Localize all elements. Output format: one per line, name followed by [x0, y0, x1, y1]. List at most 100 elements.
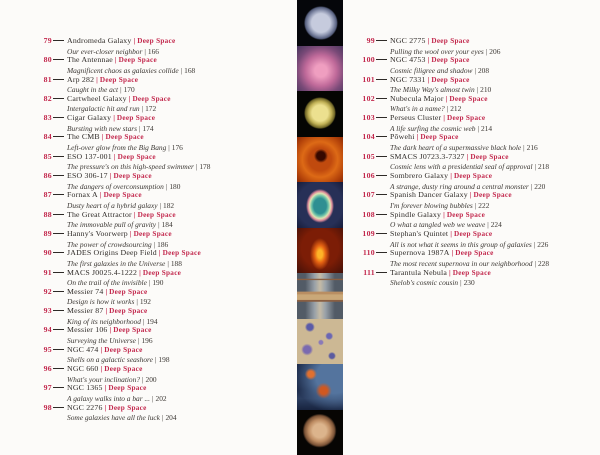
subtitle-page-separator: | — [530, 181, 533, 191]
entry-subtitle: Bursting with new stars — [67, 123, 138, 133]
entry-subtitle: The dark heart of a supermassive black h… — [390, 143, 522, 153]
entry-title: NGC 474 — [67, 344, 99, 354]
toc-entry[interactable]: 84 The CMB | Deep Space Left-over glow from… — [32, 132, 282, 153]
title-tag-separator: | — [451, 248, 454, 258]
entry-page-number: 204 — [165, 413, 177, 423]
title-tag-separator: | — [129, 228, 132, 238]
entry-title-line: 100 NGC 4753 | Deep Space — [351, 55, 591, 66]
leader-line — [376, 40, 387, 41]
leader-line — [53, 232, 64, 234]
toc-entry[interactable]: 93 Messier 87 | Deep Space King of its neig… — [32, 306, 282, 326]
entry-section-tag: Deep Space — [108, 384, 147, 393]
entry-title-line: 85 ESO 137-001 | Deep Space — [32, 152, 282, 163]
entry-title-line: 94 Messier 106 | Deep Space — [32, 325, 282, 336]
toc-entry[interactable]: 102 Nubecula Major | Deep Space What's in a… — [351, 93, 591, 114]
toc-entry[interactable]: 85 ESO 137-001 | Deep Space The pressure's … — [32, 152, 282, 172]
entry-number: 103 — [362, 113, 375, 123]
toc-entry[interactable]: 82 Cartwheel Galaxy | Deep Space Intergalac… — [32, 93, 282, 114]
toc-entry[interactable]: 107 Spanish Dancer Galaxy | Deep Space I'm … — [351, 190, 591, 210]
entry-subtitle-line: The power of crowdsourcing | 186 — [67, 240, 282, 249]
entry-number: 98 — [43, 402, 52, 412]
entry-subtitle-line: Bursting with new stars | 174 — [67, 124, 282, 133]
subtitle-page-separator: | — [533, 239, 536, 249]
toc-entry[interactable]: 109 Stephan's Quintet | Deep Space All is n… — [351, 228, 591, 249]
entry-page-number: 182 — [163, 200, 175, 210]
subtitle-page-separator: | — [477, 123, 479, 133]
title-tag-separator: | — [443, 113, 446, 123]
entry-page-number: 222 — [478, 200, 490, 210]
toc-entry[interactable]: 99 NGC 2775 | Deep Space Pulling the wool o… — [351, 36, 591, 56]
entry-number: 81 — [43, 74, 52, 84]
entry-title: Nubecula Major — [390, 93, 444, 103]
entry-title: JADES Origins Deep Field — [67, 248, 157, 258]
entry-page-number: 216 — [526, 143, 538, 153]
toc-entry[interactable]: 91 MACS J0025.4-1222 | Deep Space On the tr… — [32, 267, 282, 288]
entry-section-tag: Deep Space — [104, 365, 143, 374]
toc-entry[interactable]: 97 NGC 1365 | Deep Space A galaxy walks int… — [32, 383, 282, 403]
entry-page-number: 178 — [199, 162, 211, 172]
toc-entry[interactable]: 108 Spindle Galaxy | Deep Space O what a ta… — [351, 210, 591, 230]
entry-page-number: 202 — [155, 393, 167, 403]
entry-page-number: 208 — [477, 65, 490, 75]
toc-entry[interactable]: 95 NGC 474 | Deep Space Shells on a galacti… — [32, 344, 282, 365]
entry-title-line: 111 Tarantula Nebula | Deep Space — [351, 268, 591, 279]
entry-title-line: 101 NGC 7331 | Deep Space — [351, 75, 591, 86]
toc-entry[interactable]: 98 NGC 2276 | Deep Space Some galaxies have… — [32, 402, 282, 423]
toc-entry[interactable]: 87 Fornax A | Deep Space Dusty heart of a h… — [32, 190, 282, 210]
entry-section-tag: Deep Space — [108, 403, 147, 412]
entry-subtitle: The Milky Way's almost twin — [390, 85, 475, 95]
entry-section-tag: Deep Space — [103, 191, 142, 200]
entry-title-line: 81 Arp 282 | Deep Space — [32, 75, 282, 86]
toc-entry[interactable]: 105 SMACS J0723.3-7327 | Deep Space Cosmic … — [351, 152, 591, 172]
entry-subtitle-line: The dark heart of a supermassive black h… — [390, 143, 591, 152]
title-tag-separator: | — [450, 228, 453, 238]
entry-title-line: 108 Spindle Galaxy | Deep Space — [351, 210, 591, 221]
toc-entry[interactable]: 111 Tarantula Nebula | Deep Space Shelob's … — [351, 268, 591, 288]
entry-section-tag: Deep Space — [449, 94, 488, 103]
toc-entry[interactable]: 104 Pōwehi | Deep Space The dark heart of a… — [351, 132, 591, 152]
toc-entry[interactable]: 81 Arp 282 | Deep Space Caught in the act | 1… — [32, 75, 282, 95]
toc-entry[interactable]: 94 Messier 106 | Deep Space Surveying the U… — [32, 325, 282, 345]
title-tag-separator: | — [113, 113, 115, 123]
entry-section-tag: Deep Space — [99, 75, 139, 84]
title-tag-separator: | — [109, 171, 112, 181]
leader-line — [376, 175, 387, 177]
title-tag-separator: | — [99, 190, 102, 200]
toc-entry[interactable]: 88 The Great Attractor | Deep Space The imm… — [32, 210, 282, 230]
entry-title: Cartwheel Galaxy — [67, 93, 127, 103]
leader-line — [53, 213, 64, 215]
toc-entry[interactable]: 80 The Antennae | Deep Space Magnificent ch… — [32, 55, 282, 75]
toc-entry[interactable]: 103 Perseus Cluster | Deep Space A life sur… — [351, 113, 591, 133]
entry-title-line: 105 SMACS J0723.3-7327 | Deep Space — [351, 152, 591, 163]
photo-edge-on-galaxy — [297, 273, 343, 319]
toc-entry[interactable]: 90 JADES Origins Deep Field | Deep Space Th… — [32, 248, 282, 268]
subtitle-page-separator: | — [136, 297, 138, 307]
leader-line — [53, 97, 64, 99]
entry-number: 110 — [362, 248, 375, 258]
toc-entry[interactable]: 89 Hanny's Voorwerp | Deep Space The power … — [32, 228, 282, 249]
toc-entry[interactable]: 106 Sombrero Galaxy | Deep Space A strange,… — [351, 171, 591, 191]
leader-line — [376, 271, 387, 273]
leader-line — [376, 252, 387, 254]
toc-entry[interactable]: 86 ESO 306-17 | Deep Space The dangers of o… — [32, 171, 282, 191]
entry-subtitle: Caught in the act — [67, 85, 119, 95]
entry-title: ESO 137-001 — [67, 151, 112, 161]
toc-entry[interactable]: 79 Andromeda Galaxy | Deep Space Our ever-c… — [32, 36, 282, 56]
title-tag-separator: | — [105, 286, 108, 296]
entry-subtitle: Shells on a galactic seashore — [67, 355, 153, 365]
toc-entry[interactable]: 96 NGC 660 | Deep Space What's your inclina… — [32, 364, 282, 384]
entry-subtitle: King of its neighborhood — [67, 316, 141, 326]
entry-number: 84 — [43, 132, 52, 142]
toc-entry[interactable]: 100 NGC 4753 | Deep Space Cosmic filigree a… — [351, 55, 591, 75]
entry-number: 91 — [43, 267, 52, 277]
toc-entry[interactable]: 110 Supernova 1987A | Deep Space The most r… — [351, 248, 591, 268]
toc-entry[interactable]: 83 Cigar Galaxy | Deep Space Bursting with … — [32, 113, 282, 133]
subtitle-page-separator: | — [474, 65, 476, 75]
photo-pink-nebula — [297, 45, 343, 91]
toc-entry[interactable]: 92 Messier 74 | Deep Space Design is how it… — [32, 286, 282, 307]
entry-title-line: 84 The CMB | Deep Space — [32, 132, 282, 143]
toc-entry[interactable]: 101 NGC 7331 | Deep Space The Milky Way's a… — [351, 75, 591, 95]
entry-subtitle: A strange, dusty ring around a central m… — [390, 181, 529, 191]
entry-page-number: 176 — [171, 143, 183, 153]
subtitle-page-separator: | — [487, 220, 489, 230]
